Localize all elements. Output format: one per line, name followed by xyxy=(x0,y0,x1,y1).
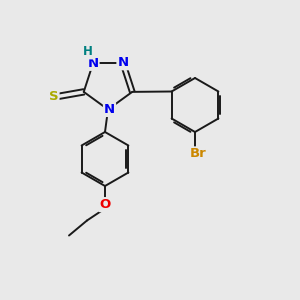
Text: S: S xyxy=(49,90,58,103)
Text: Br: Br xyxy=(190,147,207,161)
Text: N: N xyxy=(104,103,115,116)
Text: N: N xyxy=(87,57,99,70)
Text: N: N xyxy=(117,56,129,69)
Text: H: H xyxy=(83,46,92,59)
Text: O: O xyxy=(99,198,111,211)
